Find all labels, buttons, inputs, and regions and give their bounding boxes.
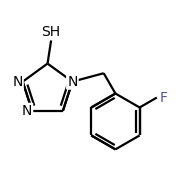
Text: N: N [22, 104, 32, 118]
Text: N: N [67, 75, 78, 89]
Text: N: N [12, 75, 23, 89]
Text: F: F [160, 91, 168, 104]
Text: SH: SH [42, 25, 61, 39]
